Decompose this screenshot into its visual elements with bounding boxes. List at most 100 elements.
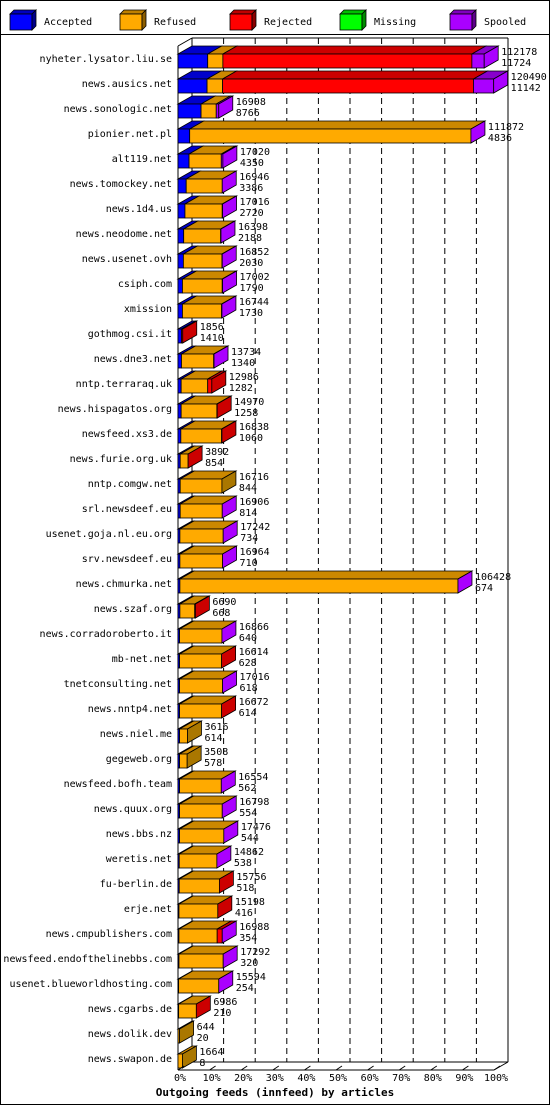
bar-end-cap bbox=[222, 945, 238, 969]
accepted-label: 2188 bbox=[238, 233, 262, 244]
accepted-label: 8766 bbox=[236, 108, 260, 119]
tick-mark bbox=[304, 1065, 311, 1071]
bar-segment bbox=[471, 53, 485, 69]
total-label: 15594 bbox=[236, 972, 266, 983]
bar-erje.net bbox=[176, 895, 234, 919]
host-label: news.hispagatos.org bbox=[58, 404, 172, 415]
bar-segment bbox=[177, 253, 184, 269]
bar-end-cap bbox=[217, 895, 233, 919]
bar-segment bbox=[188, 153, 222, 169]
total-label: 14862 bbox=[234, 847, 264, 858]
bar-segment bbox=[179, 478, 223, 494]
bar-segment bbox=[178, 1003, 197, 1019]
accepted-label: 354 bbox=[239, 933, 257, 944]
tick-label: 50% bbox=[329, 1073, 347, 1084]
bar-segment bbox=[177, 53, 209, 69]
host-label: news.nntp4.net bbox=[88, 704, 172, 715]
accepted-label: 2720 bbox=[240, 208, 264, 219]
accepted-label: 1730 bbox=[239, 308, 263, 319]
bar-segment bbox=[185, 178, 223, 194]
bar-segment bbox=[179, 528, 224, 544]
tick-mark bbox=[493, 1065, 501, 1071]
total-label: 6690 bbox=[212, 597, 236, 608]
accepted-label: 844 bbox=[239, 483, 257, 494]
legend-swatch-side bbox=[361, 9, 367, 31]
host-label: news.cgarbs.de bbox=[88, 1004, 172, 1015]
legend-swatch bbox=[339, 13, 363, 31]
bar-segment bbox=[180, 378, 209, 394]
bar-end-cap bbox=[220, 770, 236, 794]
accepted-label: 416 bbox=[235, 908, 253, 919]
bar-srv.newsdeef.eu bbox=[176, 545, 239, 569]
bar-end-cap bbox=[216, 845, 232, 869]
host-label: usenet.blueworldhosting.com bbox=[9, 979, 172, 990]
total-label: 16988 bbox=[239, 922, 269, 933]
bar-mb-net.net bbox=[176, 645, 238, 669]
host-label: news.szaf.org bbox=[94, 604, 172, 615]
host-label: news.ausics.net bbox=[82, 79, 172, 90]
bar-xmission bbox=[176, 295, 238, 319]
bar-end-cap bbox=[493, 70, 509, 94]
legend-label: Missing bbox=[374, 17, 416, 28]
total-label: 6986 bbox=[213, 997, 237, 1008]
bar-segment bbox=[177, 303, 183, 319]
bar-segment bbox=[180, 403, 218, 419]
host-label: srl.newsdeef.eu bbox=[82, 504, 172, 515]
host-label: news.cmpublishers.com bbox=[46, 929, 172, 940]
host-label: news.usenet.ovh bbox=[82, 254, 172, 265]
total-label: 1664 bbox=[199, 1047, 223, 1058]
bar-news.bbs.nz bbox=[176, 820, 240, 844]
bar-end-cap bbox=[221, 795, 237, 819]
host-label: news.sonologic.net bbox=[64, 104, 172, 115]
tick-label: 80% bbox=[424, 1073, 442, 1084]
bar-segment bbox=[179, 628, 223, 644]
accepted-label: 11724 bbox=[501, 58, 531, 69]
bar-end-cap bbox=[222, 520, 238, 544]
bar-nyheter.lysator.liu.se bbox=[176, 45, 500, 69]
accepted-label: 674 bbox=[475, 583, 493, 594]
bar-segment bbox=[178, 953, 224, 969]
legend-swatch bbox=[229, 13, 253, 31]
bar-news.1d4.us bbox=[176, 195, 239, 219]
bar-segment bbox=[179, 728, 188, 744]
accepted-label: 1410 bbox=[200, 333, 224, 344]
bar-usenet.blueworldhosting.com bbox=[176, 970, 235, 994]
bar-segment bbox=[183, 228, 222, 244]
accepted-label: 710 bbox=[240, 558, 258, 569]
host-label: news.niel.me bbox=[100, 729, 172, 740]
accepted-label: 4836 bbox=[488, 133, 512, 144]
bar-end-cap bbox=[187, 720, 202, 744]
bar-segment bbox=[177, 128, 191, 144]
accepted-label: 1258 bbox=[234, 408, 258, 419]
bar-end-cap bbox=[218, 970, 234, 994]
tick-label: 70% bbox=[392, 1073, 410, 1084]
accepted-label: 640 bbox=[239, 633, 257, 644]
accepted-label: 544 bbox=[241, 833, 259, 844]
bar-news.usenet.ovh bbox=[176, 245, 238, 269]
bar-segment bbox=[177, 78, 208, 94]
legend-swatch bbox=[119, 13, 143, 31]
bar-news.hispagatos.org bbox=[176, 395, 233, 419]
accepted-label: 618 bbox=[240, 683, 258, 694]
accepted-label: 320 bbox=[240, 958, 258, 969]
bar-segment bbox=[179, 803, 223, 819]
bar-segment bbox=[178, 903, 219, 919]
host-label: gegeweb.org bbox=[106, 754, 172, 765]
total-label: 120490 bbox=[511, 72, 547, 83]
host-label: news.bbs.nz bbox=[106, 829, 172, 840]
bar-nntp.terraraq.uk bbox=[176, 370, 228, 394]
bar-segment bbox=[177, 328, 182, 344]
bar-segment bbox=[177, 178, 187, 194]
bar-end-cap bbox=[195, 995, 211, 1019]
bar-news.dolik.dev bbox=[176, 1020, 196, 1044]
total-label: 112178 bbox=[501, 47, 537, 58]
bar-end-cap bbox=[179, 1020, 194, 1044]
bar-segment bbox=[181, 353, 215, 369]
bar-newsfeed.bofh.team bbox=[176, 770, 237, 794]
legend: Accepted Refused Rejected Missing Spooled bbox=[9, 9, 526, 31]
bar-segment bbox=[177, 403, 182, 419]
total-label: 17016 bbox=[240, 672, 270, 683]
accepted-label: 1060 bbox=[239, 433, 263, 444]
tick-label: 0% bbox=[174, 1073, 186, 1084]
bar-segment bbox=[182, 253, 223, 269]
